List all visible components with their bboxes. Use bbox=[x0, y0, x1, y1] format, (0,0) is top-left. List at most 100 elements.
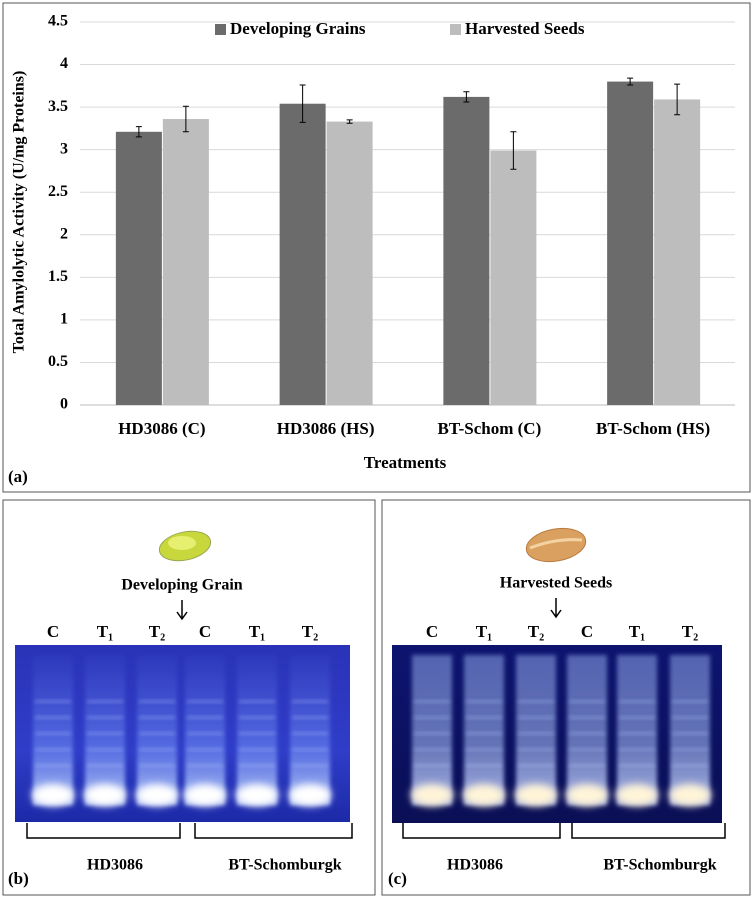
lane-label: T₂ bbox=[149, 622, 165, 641]
gel-band bbox=[239, 716, 275, 719]
gel-band bbox=[518, 700, 554, 703]
lane-label: T₂ bbox=[682, 622, 698, 641]
bar bbox=[279, 103, 326, 405]
gel-band bbox=[187, 732, 223, 735]
gel-band bbox=[87, 764, 123, 767]
gel-band bbox=[35, 716, 71, 719]
gel-band bbox=[139, 748, 175, 751]
gel-lane bbox=[33, 655, 73, 805]
gel-band bbox=[139, 732, 175, 735]
gel-band bbox=[414, 700, 450, 703]
bracket bbox=[571, 823, 726, 839]
gel-band bbox=[569, 764, 605, 767]
gel-band bbox=[292, 716, 328, 719]
gel-band bbox=[414, 732, 450, 735]
x-tick-label: BT-Schom (C) bbox=[438, 419, 542, 438]
gel-spot bbox=[616, 784, 658, 806]
gel-spot bbox=[136, 784, 178, 806]
gel-band bbox=[139, 700, 175, 703]
error-bar bbox=[627, 77, 634, 86]
bar bbox=[115, 131, 162, 405]
lane-label: C bbox=[199, 622, 211, 641]
y-tick-label: 0 bbox=[60, 396, 68, 413]
gel-spot bbox=[84, 784, 126, 806]
lane-label: C bbox=[426, 622, 438, 641]
gel-band bbox=[619, 716, 655, 719]
legend-label: Developing Grains bbox=[230, 19, 366, 38]
gel-lane bbox=[137, 655, 177, 805]
gel-lane bbox=[85, 655, 125, 805]
bar bbox=[162, 119, 209, 405]
bracket bbox=[402, 823, 561, 839]
group-label: HD3086 bbox=[87, 857, 143, 874]
error-bar bbox=[510, 131, 517, 170]
gel-lane bbox=[617, 655, 657, 805]
group-label: BT-Schomburgk bbox=[603, 857, 716, 874]
y-axis-label: Total Amylolytic Activity (U/mg Proteins… bbox=[11, 71, 28, 354]
gel-band bbox=[187, 764, 223, 767]
gel-band bbox=[139, 716, 175, 719]
arrow bbox=[550, 598, 562, 619]
lane-label: C bbox=[581, 622, 593, 641]
lane-label: T₁ bbox=[629, 622, 645, 641]
x-tick-label: BT-Schom (HS) bbox=[596, 419, 710, 438]
gel-band bbox=[35, 732, 71, 735]
gel-lane bbox=[412, 655, 452, 805]
gel-band bbox=[569, 732, 605, 735]
gel-band bbox=[239, 764, 275, 767]
bracket bbox=[194, 823, 353, 839]
bar bbox=[607, 81, 654, 406]
gel-band bbox=[187, 700, 223, 703]
lane-label: T₂ bbox=[302, 622, 318, 641]
y-tick-label: 1.5 bbox=[48, 268, 68, 285]
gel-lane bbox=[567, 655, 607, 805]
gel-band bbox=[414, 716, 450, 719]
gel-band bbox=[619, 732, 655, 735]
gel-band bbox=[466, 700, 502, 703]
y-tick-label: 4.5 bbox=[48, 13, 68, 30]
gel-spot bbox=[463, 784, 505, 806]
gel-band bbox=[139, 764, 175, 767]
grain-icon bbox=[168, 536, 196, 550]
y-tick-label: 3.5 bbox=[48, 98, 68, 115]
gel-band bbox=[239, 748, 275, 751]
bar bbox=[490, 150, 537, 405]
x-axis-label: Treatments bbox=[364, 453, 447, 472]
error-bar bbox=[674, 83, 681, 116]
gel-lane bbox=[516, 655, 556, 805]
gel-band bbox=[569, 700, 605, 703]
gel-band bbox=[87, 716, 123, 719]
lane-label: C bbox=[47, 622, 59, 641]
error-bar bbox=[463, 91, 470, 103]
group-label: BT-Schomburgk bbox=[228, 857, 341, 874]
sample-label: Harvested Seeds bbox=[500, 575, 612, 592]
gel-band bbox=[292, 764, 328, 767]
gel-band bbox=[187, 748, 223, 751]
gel-band bbox=[569, 716, 605, 719]
error-bar bbox=[346, 119, 353, 124]
seed-crease bbox=[529, 538, 583, 550]
y-tick-label: 3 bbox=[60, 140, 68, 157]
gel-band bbox=[35, 748, 71, 751]
gel-band bbox=[672, 716, 708, 719]
lane-label: T₂ bbox=[528, 622, 544, 641]
lane-label: T₁ bbox=[249, 622, 265, 641]
gel-band bbox=[518, 716, 554, 719]
lane-label: T₁ bbox=[476, 622, 492, 641]
gel-band bbox=[292, 732, 328, 735]
x-tick-label: HD3086 (HS) bbox=[277, 419, 375, 438]
bracket bbox=[26, 823, 181, 839]
y-tick-label: 4 bbox=[60, 55, 68, 72]
gel-lane bbox=[237, 655, 277, 805]
gel-band bbox=[35, 700, 71, 703]
bar bbox=[326, 121, 373, 405]
bar bbox=[443, 96, 490, 406]
gel-band bbox=[35, 764, 71, 767]
gel-spot bbox=[32, 784, 74, 806]
gel-lane bbox=[464, 655, 504, 805]
panel-label: (b) bbox=[8, 869, 29, 888]
gel-spot bbox=[669, 784, 711, 806]
gel-band bbox=[518, 748, 554, 751]
gel-band bbox=[187, 716, 223, 719]
